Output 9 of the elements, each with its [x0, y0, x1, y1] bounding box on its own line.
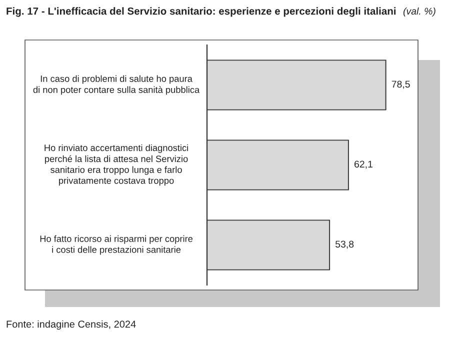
- source-note: Fonte: indagine Censis, 2024: [6, 320, 136, 330]
- data-label: 62,1: [354, 160, 372, 169]
- data-label: 78,5: [392, 80, 410, 89]
- chart-title: Fig. 17 - L'inefficacia del Servizio sanitario: esperienze e percezioni degli italiani: [6, 7, 396, 17]
- y-tick-label: In caso di problemi di salute ho paura di non poter contare sulla sanità pubblica: [33, 75, 200, 95]
- y-tick-label: Ho fatto ricorso ai risparmi per coprire i costi delle prestazioni sanitarie: [40, 235, 193, 255]
- y-tick-label: Ho rinviato accertamenti diagnostici perché la lista di attesa nel Servizio sanitario era troppo lunga e farlo privatamente costava troppo: [44, 144, 188, 186]
- text: (val. %): [403, 7, 436, 17]
- data-label: 53,8: [335, 240, 354, 249]
